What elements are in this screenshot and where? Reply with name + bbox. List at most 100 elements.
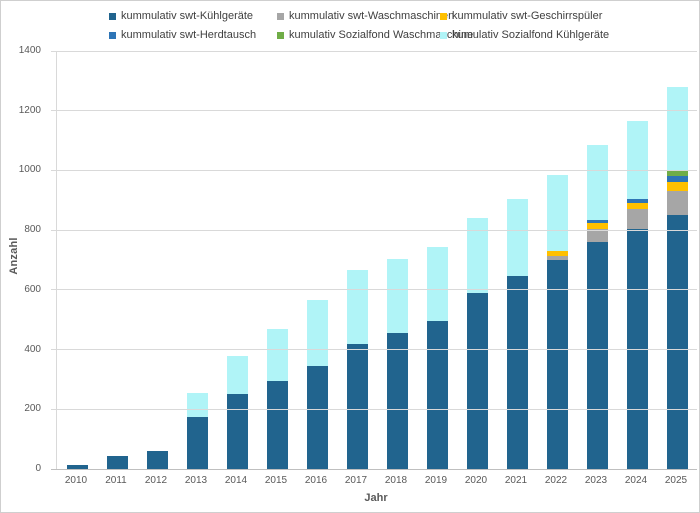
bar-segment-2023-series5[interactable] (586, 145, 608, 220)
stacked-bar-2013[interactable] (186, 392, 208, 469)
bar-segment-2013-series5[interactable] (186, 392, 208, 417)
legend-item-3[interactable]: kummulativ swt-Herdtausch (109, 29, 277, 42)
gridline-200 (51, 408, 697, 410)
stacked-bar-2016[interactable] (306, 300, 328, 469)
bar-segment-2023-series0[interactable] (586, 242, 608, 469)
legend-label: kummulativ swt-Herdtausch (121, 29, 257, 41)
legend-item-5[interactable]: kumulativ Sozialfond Kühlgeräte (440, 29, 609, 42)
x-tick-label-2010: 2010 (64, 475, 88, 486)
bar-segment-2013-series0[interactable] (186, 416, 208, 469)
stacked-bar-2014[interactable] (226, 355, 248, 469)
x-tick-label-2019: 2019 (424, 475, 448, 486)
stacked-bar-2020[interactable] (466, 218, 488, 469)
x-tick-label-2018: 2018 (384, 475, 408, 486)
bar-segment-2022-series5[interactable] (546, 174, 568, 252)
bar-column-2023 (577, 51, 617, 469)
legend-swatch-icon (440, 13, 447, 20)
bar-segment-2024-series2[interactable] (626, 203, 648, 210)
bar-segment-2022-series2[interactable] (546, 251, 568, 256)
stacked-bar-2025[interactable] (666, 86, 688, 469)
legend-item-4[interactable]: kumulativ Sozialfond Waschmaschine (277, 29, 473, 42)
bar-segment-2020-series0[interactable] (466, 292, 488, 469)
bar-segment-2016-series5[interactable] (306, 300, 328, 366)
bar-segment-2023-series3[interactable] (586, 219, 608, 223)
bar-segment-2022-series1[interactable] (546, 255, 568, 260)
stacked-bar-2019[interactable] (426, 246, 448, 469)
bars-container (57, 51, 697, 469)
stacked-bar-2018[interactable] (386, 258, 408, 469)
bar-column-2013 (177, 51, 217, 469)
gridline-400 (51, 349, 697, 351)
y-tick-label-1200: 1200 (18, 104, 41, 116)
plot-area (51, 50, 697, 470)
stacked-bar-2012[interactable] (146, 451, 168, 469)
bar-segment-2024-series1[interactable] (626, 209, 648, 229)
stacked-bar-2021[interactable] (506, 198, 528, 469)
legend-label: kumulativ Sozialfond Waschmaschine (289, 29, 474, 41)
bar-segment-2011-series0[interactable] (106, 455, 128, 469)
legend-item-2[interactable]: kummulativ swt-Geschirrspüler (440, 10, 609, 23)
bar-segment-2019-series0[interactable] (426, 321, 448, 469)
x-tick-label-2013: 2013 (184, 475, 208, 486)
bar-column-2022 (537, 51, 577, 469)
bar-segment-2014-series5[interactable] (226, 355, 248, 395)
bar-segment-2021-series5[interactable] (506, 198, 528, 277)
bar-segment-2015-series5[interactable] (266, 328, 288, 381)
bar-segment-2022-series0[interactable] (546, 260, 568, 469)
bar-segment-2024-series3[interactable] (626, 198, 648, 204)
stacked-bar-2024[interactable] (626, 121, 648, 469)
bar-segment-2018-series5[interactable] (386, 258, 408, 334)
bar-segment-2018-series0[interactable] (386, 333, 408, 469)
stacked-bar-2022[interactable] (546, 174, 568, 469)
bar-segment-2025-series2[interactable] (666, 182, 688, 192)
bar-segment-2023-series2[interactable] (586, 222, 608, 229)
bar-column-2016 (297, 51, 337, 469)
bar-segment-2023-series1[interactable] (586, 228, 608, 243)
legend-item-1[interactable]: kummulativ swt-Waschmaschinen (277, 10, 454, 23)
bar-segment-2025-series1[interactable] (666, 191, 688, 216)
bar-segment-2024-series5[interactable] (626, 121, 648, 199)
x-tick-label-2017: 2017 (344, 475, 368, 486)
bar-column-2024 (617, 51, 657, 469)
gridline-1200 (51, 110, 697, 112)
legend-item-0[interactable]: kummulativ swt-Kühlgeräte (109, 10, 277, 23)
legend-label: kummulativ swt-Kühlgeräte (121, 10, 254, 22)
bar-segment-2020-series5[interactable] (466, 218, 488, 293)
x-tick-label-2021: 2021 (504, 475, 528, 486)
stacked-bar-2015[interactable] (266, 328, 288, 469)
y-axis-title: Anzahl (8, 237, 20, 275)
stacked-bar-2011[interactable] (106, 455, 128, 469)
bar-segment-2014-series0[interactable] (226, 394, 248, 469)
y-tick-label-200: 200 (24, 403, 41, 415)
bar-segment-2025-series4[interactable] (666, 170, 688, 177)
bar-segment-2017-series0[interactable] (346, 343, 368, 469)
bar-segment-2012-series0[interactable] (146, 451, 168, 469)
y-tick-label-800: 800 (24, 224, 41, 236)
legend-swatch-icon (277, 32, 284, 39)
legend-label: kummulativ swt-Waschmaschinen (289, 10, 455, 22)
stacked-bar-2010[interactable] (66, 464, 88, 469)
bar-segment-2015-series0[interactable] (266, 380, 288, 469)
bar-segment-2016-series0[interactable] (306, 366, 328, 469)
bar-segment-2025-series5[interactable] (666, 86, 688, 171)
stacked-bar-2017[interactable] (346, 270, 368, 469)
chart-legend: kummulativ swt-Kühlgeräte kummulativ swt-… (109, 10, 609, 42)
x-tick-label-2023: 2023 (584, 475, 608, 486)
x-axis-tick-labels: 2010 2011 2012 2013 2014 2015 2016 2017 2018 2019… (56, 475, 696, 486)
bar-segment-2025-series3[interactable] (666, 176, 688, 183)
bar-segment-2010-series0[interactable] (66, 464, 88, 469)
bar-segment-2019-series5[interactable] (426, 246, 448, 322)
bar-segment-2021-series0[interactable] (506, 276, 528, 469)
stacked-bar-2023[interactable] (586, 145, 608, 469)
x-tick-label-2025: 2025 (664, 475, 688, 486)
bar-segment-2017-series5[interactable] (346, 270, 368, 344)
gridline-600 (51, 289, 697, 291)
legend-swatch-icon (109, 13, 116, 20)
bar-segment-2025-series0[interactable] (666, 215, 688, 469)
gridline-1400 (51, 50, 697, 52)
x-axis-title: Jahr (364, 492, 388, 504)
bar-column-2018 (377, 51, 417, 469)
bar-column-2015 (257, 51, 297, 469)
x-tick-label-2012: 2012 (144, 475, 168, 486)
